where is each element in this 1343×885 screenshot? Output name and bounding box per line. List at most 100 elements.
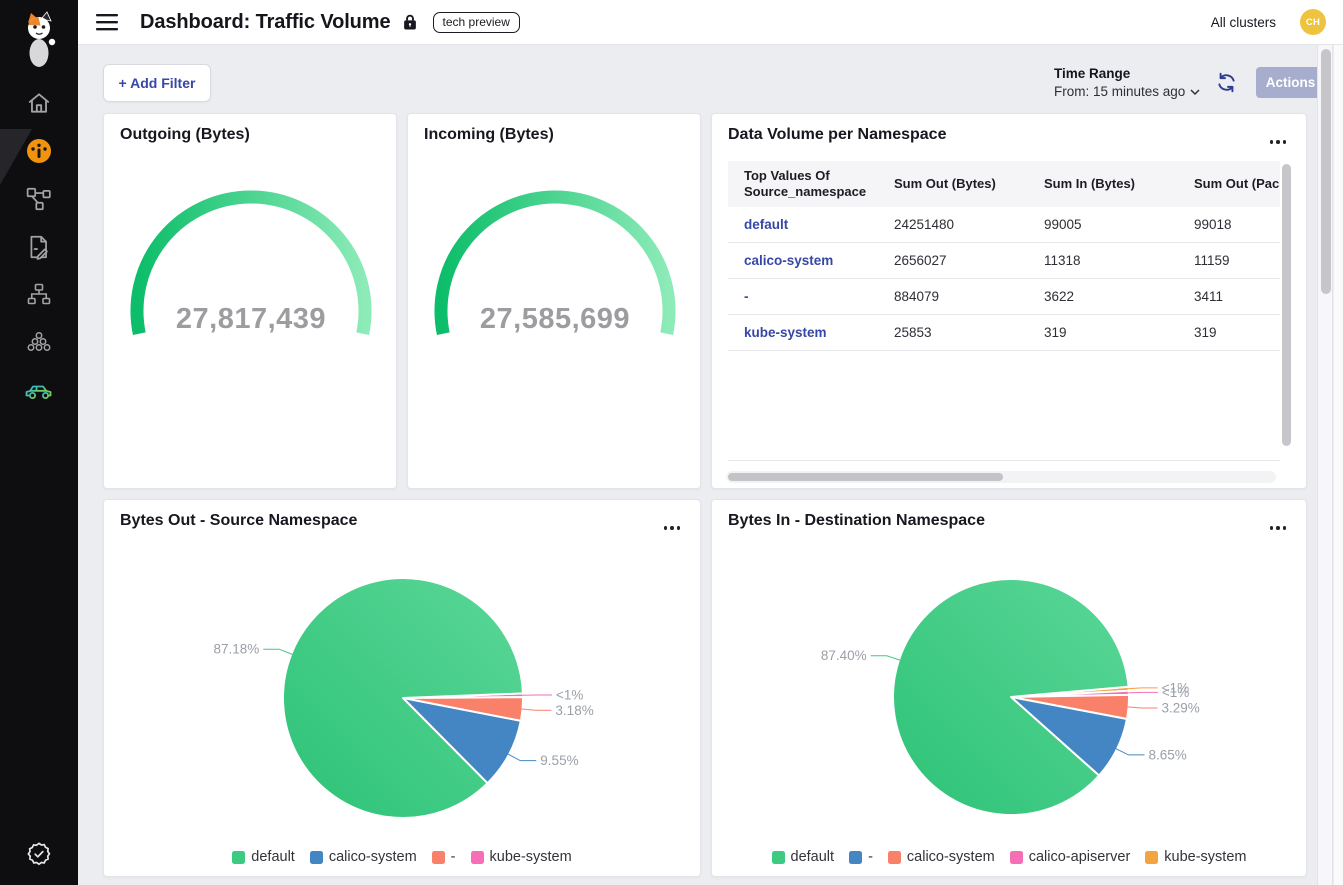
legend-label: kube-system [1164, 849, 1247, 865]
legend-item-kube-system[interactable]: kube-system [470, 849, 572, 865]
legend-swatch [849, 850, 863, 864]
svg-text:8.65%: 8.65% [1149, 747, 1187, 762]
sidebar [0, 0, 78, 885]
add-filter-button[interactable]: + Add Filter [103, 64, 211, 102]
incoming-gauge-chart: 27,585,699 [434, 190, 676, 336]
card-outgoing-bytes: Outgoing (Bytes) 27,817,439 [103, 113, 397, 489]
svg-text:3.18%: 3.18% [555, 703, 593, 718]
legend-item-calico-system[interactable]: calico-system [309, 849, 417, 865]
legend-swatch [771, 850, 785, 864]
home-icon [28, 93, 50, 113]
card-menu-button[interactable] [1266, 522, 1291, 534]
legend-swatch [1145, 850, 1159, 864]
sidebar-item-observability[interactable] [0, 367, 78, 415]
sidebar-item-service-graph[interactable] [0, 175, 78, 223]
sidebar-item-compliance[interactable] [0, 837, 78, 885]
card-data-volume-table: Data Volume per Namespace Top Values Of … [711, 113, 1307, 489]
legend-item--[interactable]: - [849, 849, 873, 865]
table-cell: 11318 [1028, 242, 1178, 279]
outgoing-gauge-chart: 27,817,439 [130, 190, 372, 336]
legend-label: calico-system [906, 849, 995, 865]
card-menu-button[interactable] [1266, 136, 1291, 148]
calico-cat-logo[interactable] [0, 0, 78, 79]
card-incoming-bytes: Incoming (Bytes) 27,585,699 [407, 113, 701, 489]
table-row: kube-system 25853 319 319 [728, 314, 1280, 351]
legend-swatch [232, 850, 246, 864]
sidebar-item-clusters[interactable] [0, 319, 78, 367]
user-avatar[interactable]: CH [1300, 9, 1326, 35]
legend-item--[interactable]: - [431, 849, 456, 865]
car-icon [25, 385, 52, 399]
card-title-bytes-out: Bytes Out - Source Namespace [120, 512, 358, 529]
graph-nodes-icon [26, 187, 51, 211]
card-bytes-in-pie: Bytes In - Destination Namespace <1% <1% 3… [711, 499, 1307, 877]
time-range-label: Time Range [1054, 66, 1131, 81]
refresh-button[interactable] [1216, 72, 1237, 98]
time-range: Time Range From: 15 minutes ago [1054, 66, 1200, 99]
table-cell: 3622 [1028, 278, 1178, 315]
table-cell: 3411 [1178, 278, 1280, 315]
svg-text:<1%: <1% [1162, 680, 1189, 695]
column-header: Sum Out (Packets) [1178, 161, 1280, 207]
sidebar-item-hosts[interactable] [0, 271, 78, 319]
svg-text:<1%: <1% [1162, 685, 1189, 700]
table-horizontal-scrollbar[interactable] [728, 473, 1003, 481]
actions-button[interactable]: Actions [1256, 67, 1325, 98]
legend-item-default[interactable]: default [771, 849, 834, 865]
legend-label: calico-apiserver [1028, 849, 1131, 865]
bytes-in-pie-chart: <1%<1%3.29%8.65%87.40% [821, 578, 1200, 816]
lock-icon [403, 14, 417, 30]
legend-item-calico-system[interactable]: calico-system [887, 849, 995, 865]
legend-item-default[interactable]: default [232, 849, 295, 865]
dashboard-gauge-icon [27, 139, 51, 163]
table-row: calico-system 2656027 11318 11159 [728, 242, 1280, 279]
verified-badge-icon [27, 842, 51, 866]
chevron-down-icon [1190, 88, 1200, 95]
table-vertical-scrollbar[interactable] [1282, 164, 1291, 446]
table-cell: 99018 [1178, 207, 1280, 243]
svg-text:3.29%: 3.29% [1162, 701, 1200, 716]
page-vertical-scrollbar[interactable] [1320, 49, 1331, 294]
table-cell: 99005 [1028, 207, 1178, 243]
namespace-link[interactable]: calico-system [728, 242, 878, 279]
page-vertical-scroll-track [1317, 45, 1333, 885]
sidebar-item-dashboards-active[interactable] [0, 127, 78, 175]
hamburger-menu-button[interactable] [96, 13, 118, 31]
legend-label: kube-system [489, 849, 572, 865]
table-cell: 25853 [878, 314, 1028, 351]
card-title-outgoing: Outgoing (Bytes) [120, 126, 250, 143]
card-title-bytes-in: Bytes In - Destination Namespace [728, 512, 985, 529]
namespace-link[interactable]: kube-system [728, 314, 878, 351]
cluster-selector[interactable]: All clusters [1210, 14, 1276, 30]
time-range-selector[interactable]: From: 15 minutes ago [1054, 84, 1200, 99]
table-cell: 319 [1178, 314, 1280, 351]
table-row: -884079 3622 3411 [728, 278, 1280, 315]
namespace-table: Top Values Of Source_namespace Sum Out (B… [728, 161, 1280, 461]
svg-text:9.55%: 9.55% [540, 753, 578, 768]
card-bytes-out-pie: Bytes Out - Source Namespace <1% 3.18% 9.5… [103, 499, 701, 877]
bytes-out-pie-chart: <1%3.18% 9.55% 87.18% [213, 577, 594, 819]
table-horizontal-scroll-track [726, 471, 1276, 483]
legend-swatch [309, 850, 323, 864]
namespace-link[interactable]: default [728, 207, 878, 243]
card-title-data-volume: Data Volume per Namespace [728, 126, 947, 143]
namespace-link[interactable]: - [728, 278, 878, 315]
bytes-in-legend: default - calico-system calico-apiserver kub… [712, 849, 1306, 865]
svg-text:87.40%: 87.40% [821, 648, 867, 663]
svg-text:<1%: <1% [556, 687, 583, 702]
sidebar-item-home[interactable] [0, 79, 78, 127]
time-range-value: From: 15 minutes ago [1054, 84, 1186, 99]
sidebar-item-logs[interactable] [0, 223, 78, 271]
window-edge-strip [1334, 45, 1343, 885]
legend-label: - [450, 849, 456, 865]
column-header: Sum In (Bytes) [1028, 161, 1178, 207]
tech-preview-badge: tech preview [432, 11, 520, 33]
legend-swatch [470, 850, 484, 864]
card-menu-button[interactable] [660, 522, 685, 534]
table-row: default 24251480 99005 99018 [728, 207, 1280, 243]
legend-item-calico-apiserver[interactable]: calico-apiserver [1009, 849, 1131, 865]
calico-cat-logo-image [28, 10, 56, 67]
table-cell: 884079 [878, 278, 1028, 315]
legend-item-kube-system[interactable]: kube-system [1145, 849, 1246, 865]
